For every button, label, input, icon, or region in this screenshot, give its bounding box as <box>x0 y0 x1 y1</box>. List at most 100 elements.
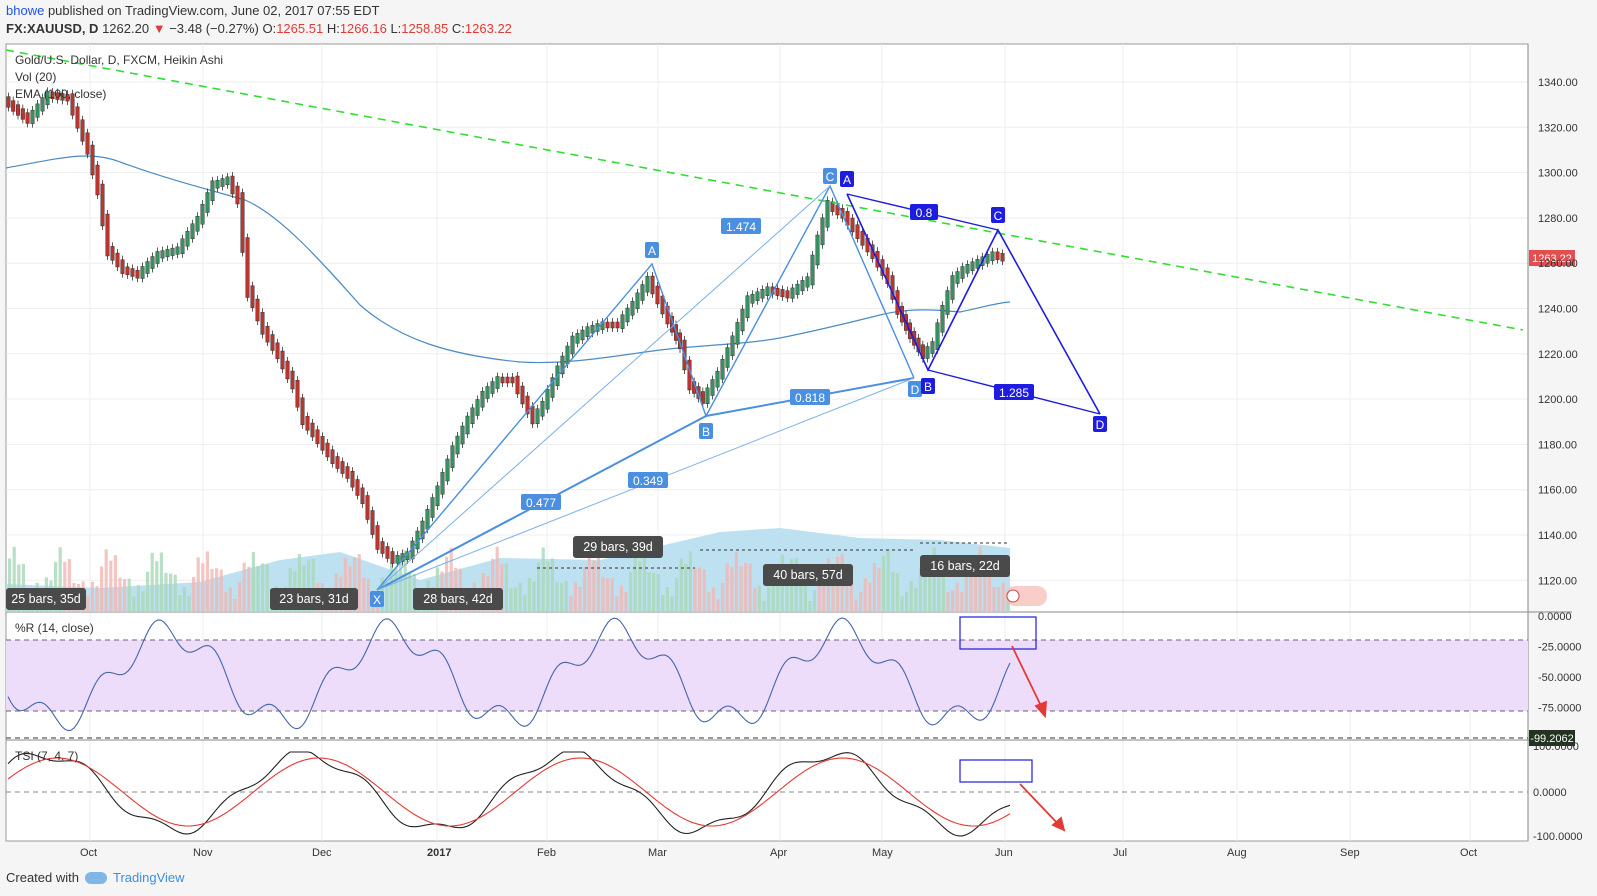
candle-body <box>475 399 480 416</box>
candle-body <box>365 495 370 520</box>
wr-current-tag <box>1529 730 1575 746</box>
candle-body <box>580 329 585 341</box>
volume-bar <box>762 600 766 612</box>
candle-body <box>540 401 545 417</box>
volume-bar <box>297 554 301 612</box>
bars-label-16: 16 bars, 22d <box>930 559 1000 573</box>
candle-body <box>545 388 550 410</box>
candle-body <box>355 479 360 496</box>
candle-body <box>940 305 945 333</box>
volume-bar <box>606 578 610 612</box>
volume-bar <box>500 563 504 612</box>
candle-body <box>765 286 770 296</box>
volume-bar <box>702 568 706 612</box>
candle-body <box>380 541 385 554</box>
volume-bar <box>716 599 720 612</box>
volume-bar <box>886 549 890 612</box>
current-price-text: 1263.22 <box>1532 253 1572 265</box>
tradingview-link[interactable]: TradingView <box>112 870 185 885</box>
candle-body <box>260 312 265 335</box>
volume-bar <box>734 552 738 612</box>
price-change: −3.48 (−0.27%) <box>169 21 259 36</box>
volume-bar <box>647 572 651 612</box>
tsi-highlight-box <box>959 759 1033 783</box>
volume-bar <box>403 550 407 612</box>
symbol-label[interactable]: FX:XAUUSD, D <box>6 21 99 36</box>
pane-legends: Gold/U.S. Dollar, D, FXCM, Heikin Ashi V… <box>15 53 223 763</box>
volume-bar <box>882 556 886 612</box>
wr-axis[interactable]: 0.0000 -25.0000 -50.0000 -75.0000 <box>1538 611 1581 715</box>
volume-bar <box>569 596 573 612</box>
volume-bar <box>744 562 748 612</box>
last-price: 1262.20 <box>102 21 150 36</box>
author-link[interactable]: bhowe <box>6 3 45 18</box>
volume-bar <box>629 572 633 612</box>
volume-bar <box>155 561 159 612</box>
price-tick-label: 1180.00 <box>1538 439 1577 451</box>
volume-bar <box>803 582 807 612</box>
candle-body <box>235 185 240 205</box>
volume-bar <box>132 596 136 612</box>
price-chart[interactable]: X A B C D A B C D 1.474 0.818 0.477 0.34… <box>0 40 1597 870</box>
wr-line <box>7 617 1011 732</box>
volume-bar <box>987 562 991 612</box>
point-b2-label: B <box>924 380 932 394</box>
volume-bar <box>136 585 140 612</box>
candle-body <box>655 285 660 305</box>
volume-bar <box>495 546 499 612</box>
candle-body <box>810 254 815 286</box>
down-arrow-icon: ▼ <box>152 21 166 36</box>
candle-body <box>735 322 740 345</box>
volume-bar <box>63 561 67 612</box>
volume-bar <box>228 587 232 612</box>
candle-body <box>230 175 235 195</box>
candle-body <box>430 497 435 518</box>
price-axis[interactable]: 1340.00 1320.00 1300.00 1280.00 1260.00 1240.… <box>1538 77 1578 587</box>
candle-body <box>480 390 485 408</box>
candle-body <box>140 266 145 279</box>
volume-bar <box>518 582 522 612</box>
candle-body <box>790 287 795 299</box>
candle-body <box>835 204 840 216</box>
candle-body <box>585 326 590 337</box>
candle-body <box>730 335 735 357</box>
candle-body <box>825 200 830 228</box>
volume-bar <box>978 546 982 612</box>
candle-body <box>30 109 35 124</box>
time-tick-label: Mar <box>648 847 667 859</box>
volume-bar <box>178 595 182 612</box>
candle-body <box>575 333 580 344</box>
candle-body <box>750 294 755 304</box>
candle-body <box>855 224 860 239</box>
volume-bar <box>256 566 260 612</box>
candle-body <box>16 104 21 116</box>
volume-bar <box>748 563 752 612</box>
candle-body <box>110 246 115 261</box>
volume-bar <box>366 578 370 612</box>
time-axis[interactable]: Oct Nov Dec 2017 Feb Mar Apr May Jun Jul Aug Sep Oct <box>80 847 1477 859</box>
candle-body <box>860 231 865 246</box>
tsi-axis[interactable]: 100.0000 0.0000 -100.0000 <box>1533 741 1583 843</box>
volume-bar <box>633 553 637 612</box>
candle-body <box>455 435 460 455</box>
tsi-tick-label: -100.0000 <box>1533 831 1583 843</box>
candle-body <box>1000 253 1005 262</box>
volume-bar <box>385 581 389 612</box>
volume-bar <box>615 596 619 612</box>
candle-body <box>55 92 60 100</box>
volume-bar <box>932 547 936 612</box>
volume-bar <box>601 576 605 612</box>
candle-body <box>350 470 355 488</box>
flag-icon[interactable] <box>1005 586 1047 606</box>
volume-bar <box>822 577 826 612</box>
volume-bar <box>224 592 228 612</box>
candle-body <box>460 425 465 445</box>
volume-bar <box>960 591 964 612</box>
wr-tick-label: -25.0000 <box>1538 642 1581 654</box>
candle-body <box>280 350 285 370</box>
publish-text: published on TradingView.com, June 02, 2… <box>47 3 380 18</box>
volume-bar <box>362 577 366 612</box>
volume-bar <box>937 567 941 612</box>
bars-label-40: 40 bars, 57d <box>773 568 843 582</box>
candle-body <box>505 376 510 384</box>
